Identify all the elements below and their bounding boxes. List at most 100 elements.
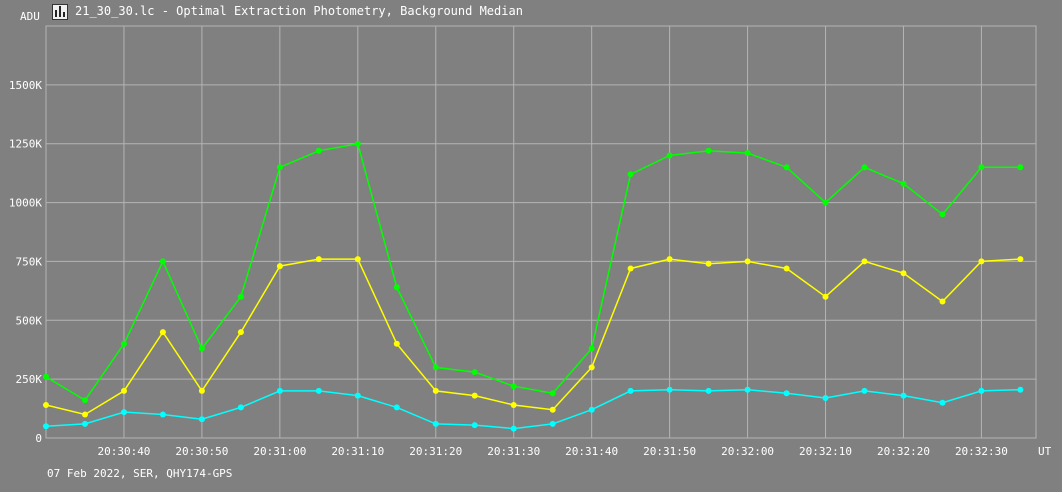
x-tick-label: 20:31:40 <box>565 445 618 458</box>
data-point <box>549 390 556 397</box>
data-point <box>315 147 322 154</box>
y-tick-label: 1250K <box>9 138 42 151</box>
data-point <box>705 260 712 267</box>
x-tick-label: 20:31:30 <box>487 445 540 458</box>
data-point <box>822 199 829 206</box>
observation-info: 07 Feb 2022, SER, QHY174-GPS <box>47 467 233 480</box>
data-point <box>237 293 244 300</box>
data-point <box>627 265 634 272</box>
data-point <box>82 397 88 404</box>
data-point <box>43 402 49 408</box>
data-point <box>900 392 907 399</box>
data-point <box>121 387 127 394</box>
x-tick-label: 20:32:30 <box>955 445 1008 458</box>
series-line <box>45 258 1021 416</box>
data-point <box>354 140 361 147</box>
data-point <box>978 164 985 171</box>
x-tick-label: 20:31:20 <box>409 445 462 458</box>
data-point <box>159 329 166 336</box>
data-point <box>510 425 517 432</box>
data-point <box>237 404 244 411</box>
x-tick-label: 20:32:10 <box>799 445 852 458</box>
data-point <box>43 423 49 430</box>
series-line <box>45 388 1021 430</box>
plot-frame <box>45 25 1037 439</box>
data-point <box>237 329 244 336</box>
data-point <box>939 211 946 218</box>
data-point <box>744 258 751 265</box>
data-point <box>861 164 868 171</box>
data-point <box>393 284 400 291</box>
data-point <box>627 387 634 394</box>
x-tick-label: 20:31:10 <box>331 445 384 458</box>
window-title: 21_30_30.lc - Optimal Extraction Photome… <box>75 4 523 18</box>
data-point <box>121 340 127 347</box>
data-point <box>549 420 556 427</box>
data-point <box>1017 386 1024 393</box>
data-point <box>471 392 478 399</box>
y-tick-label: 750K <box>16 255 43 268</box>
data-point <box>861 387 868 394</box>
data-point <box>588 345 595 352</box>
data-point <box>666 152 673 159</box>
data-point <box>432 420 439 427</box>
data-point <box>510 402 517 408</box>
light-curve-app-icon[interactable] <box>52 4 68 20</box>
data-point <box>978 387 985 394</box>
data-point <box>588 364 595 371</box>
data-point <box>354 256 361 263</box>
data-point <box>510 383 517 390</box>
data-point <box>783 390 790 397</box>
x-tick-label: 20:31:00 <box>253 445 306 458</box>
data-point <box>315 387 322 394</box>
y-tick-label: 250K <box>16 373 43 386</box>
data-point <box>43 373 49 380</box>
y-tick-label: 0 <box>35 432 42 445</box>
data-point <box>939 399 946 406</box>
x-tick-label: 20:31:50 <box>643 445 696 458</box>
data-point <box>393 404 400 411</box>
y-axis-ticks: 0 250K 500K 750K 1000K 1250K 1500K <box>9 79 42 445</box>
data-point <box>1017 164 1024 171</box>
x-axis-ticks: 20:30:40 20:30:50 20:31:00 20:31:10 20:31:20… <box>97 445 1007 458</box>
chart-series <box>43 140 1024 432</box>
data-point <box>471 422 478 429</box>
y-axis-label: ADU <box>20 10 40 23</box>
series-line <box>45 142 1021 402</box>
data-point <box>393 340 400 347</box>
data-point <box>744 150 751 157</box>
data-point <box>900 180 907 187</box>
data-point <box>198 387 205 394</box>
series-2 <box>43 256 1024 418</box>
x-tick-label: 20:32:00 <box>721 445 774 458</box>
data-point <box>432 364 439 371</box>
data-point <box>783 265 790 272</box>
data-point <box>471 369 478 376</box>
data-point <box>1017 256 1024 263</box>
x-tick-label: 20:30:40 <box>97 445 150 458</box>
data-point <box>198 345 205 352</box>
data-point <box>861 258 868 265</box>
data-point <box>783 164 790 171</box>
data-point <box>978 258 985 265</box>
data-point <box>900 270 907 277</box>
data-point <box>627 171 634 178</box>
x-axis-label: UT <box>1038 445 1052 458</box>
data-point <box>549 406 556 413</box>
data-point <box>666 256 673 263</box>
data-point <box>159 258 166 265</box>
chart-grid <box>45 25 1037 439</box>
data-point <box>822 293 829 300</box>
data-point <box>82 420 88 427</box>
data-point <box>315 256 322 263</box>
y-tick-label: 1000K <box>9 197 42 210</box>
data-point <box>705 387 712 394</box>
title-bar: 21_30_30.lc - Optimal Extraction Photome… <box>0 0 1062 26</box>
data-point <box>744 386 751 393</box>
data-point <box>198 416 205 423</box>
data-point <box>354 392 361 399</box>
y-tick-label: 1500K <box>9 79 42 92</box>
data-point <box>588 406 595 413</box>
